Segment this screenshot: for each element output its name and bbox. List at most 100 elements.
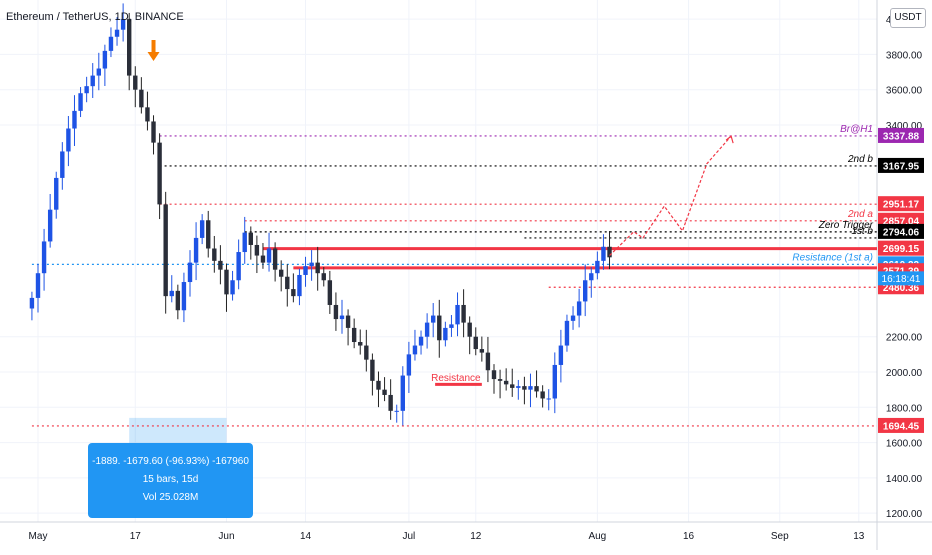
candle-body xyxy=(236,252,241,281)
candle-body xyxy=(503,380,509,385)
level-label: Resistance (1st a) xyxy=(792,252,873,263)
candle-body xyxy=(145,107,150,122)
candle-body xyxy=(345,315,351,328)
candle-body xyxy=(72,110,77,129)
level-label: Br@H1 xyxy=(840,124,873,135)
time-tick-label: Sep xyxy=(771,531,789,542)
symbol-title: Ethereum / TetherUS, 1D, BINANCE xyxy=(6,11,184,23)
price-label-text: 1694.45 xyxy=(883,421,920,432)
time-tick-label: 13 xyxy=(853,531,865,542)
candle-body xyxy=(455,304,460,325)
candle-body xyxy=(491,370,497,380)
candle-body xyxy=(321,273,326,281)
candle-body xyxy=(29,297,35,309)
candle-body xyxy=(589,273,594,281)
time-tick-label: 14 xyxy=(300,531,312,542)
candle-body xyxy=(540,391,545,399)
candle-body xyxy=(230,280,235,295)
price-label-text: 2857.04 xyxy=(883,216,920,227)
candle-body xyxy=(364,345,369,360)
candle-body xyxy=(437,315,442,341)
countdown-box xyxy=(878,271,924,286)
candle-body xyxy=(461,304,466,323)
candle-body xyxy=(157,142,162,205)
time-tick-label: Aug xyxy=(588,531,606,542)
candle-body xyxy=(424,322,430,337)
candle-body xyxy=(570,315,576,321)
price-tick-label: 3800.00 xyxy=(886,50,923,61)
candle-body xyxy=(127,19,132,76)
candle-body xyxy=(576,301,582,316)
candle-body xyxy=(169,290,174,297)
level-label: Zero Trigger xyxy=(818,220,874,231)
candle-body xyxy=(102,50,108,69)
candle-body xyxy=(467,322,472,337)
candle-body xyxy=(303,266,308,275)
candle-body xyxy=(443,327,448,341)
price-label-text: 2699.15 xyxy=(883,244,920,255)
level-label: 1st b xyxy=(851,226,873,237)
candle-body xyxy=(564,320,570,346)
candle-body xyxy=(370,359,375,381)
price-label-box xyxy=(878,240,924,256)
candle-body xyxy=(96,68,101,76)
candle-body xyxy=(41,241,47,274)
candle-body xyxy=(376,380,381,390)
candle-body xyxy=(212,248,217,261)
candle-body xyxy=(35,273,41,298)
candle-body xyxy=(242,232,247,253)
candle-body xyxy=(60,151,65,178)
candle-body xyxy=(412,345,418,355)
candle-body xyxy=(558,345,564,365)
candle-body xyxy=(272,248,278,270)
candle-body xyxy=(309,262,314,267)
candle-body xyxy=(327,280,333,305)
candle-body xyxy=(84,86,89,94)
candle-body xyxy=(260,255,266,263)
candle-body xyxy=(516,386,521,388)
price-tick-label: 1800.00 xyxy=(886,403,923,414)
candle-body xyxy=(248,232,253,245)
candle-body xyxy=(54,177,59,210)
candle-body xyxy=(66,128,71,152)
measure-bars: 15 bars, 15d xyxy=(142,474,199,485)
candle-body xyxy=(163,204,168,297)
candle-body xyxy=(388,394,393,411)
candle-body xyxy=(218,260,223,270)
candle-body xyxy=(133,75,138,90)
candle-body xyxy=(199,220,205,238)
candle-body xyxy=(315,262,320,274)
level-label: 2nd b xyxy=(847,154,873,165)
candle-body xyxy=(279,269,284,277)
measure-volume: Vol 25.028M xyxy=(142,492,199,503)
candle-body xyxy=(285,276,290,290)
down-arrow-icon xyxy=(147,40,160,61)
level-label: 2nd a xyxy=(847,209,873,220)
projection-path xyxy=(609,135,732,256)
time-tick-label: 17 xyxy=(130,531,142,542)
candle-body xyxy=(351,327,357,343)
candle-body xyxy=(291,289,296,297)
price-label-box xyxy=(878,417,924,433)
candle-body xyxy=(595,260,600,274)
candle-body xyxy=(175,290,181,311)
candle-body xyxy=(552,364,557,399)
price-tick-label: 2000.00 xyxy=(886,368,923,379)
currency-badge[interactable]: USDT xyxy=(890,8,926,28)
candle-body xyxy=(120,19,126,30)
candle-body xyxy=(583,280,588,302)
candle-body xyxy=(528,386,533,390)
countdown-text: 16:18:41 xyxy=(882,274,921,285)
candle-body xyxy=(479,349,485,353)
candle-body xyxy=(400,375,405,411)
candle-body xyxy=(497,379,503,381)
candle-body xyxy=(546,398,551,400)
candle-body xyxy=(187,262,193,283)
price-label-box xyxy=(878,157,924,173)
candle-body xyxy=(108,36,114,51)
candle-body xyxy=(151,121,156,143)
price-label-box xyxy=(878,127,924,143)
time-tick-label: 12 xyxy=(470,531,482,542)
price-tick-label: 1600.00 xyxy=(886,439,923,450)
candle-body xyxy=(193,237,199,263)
